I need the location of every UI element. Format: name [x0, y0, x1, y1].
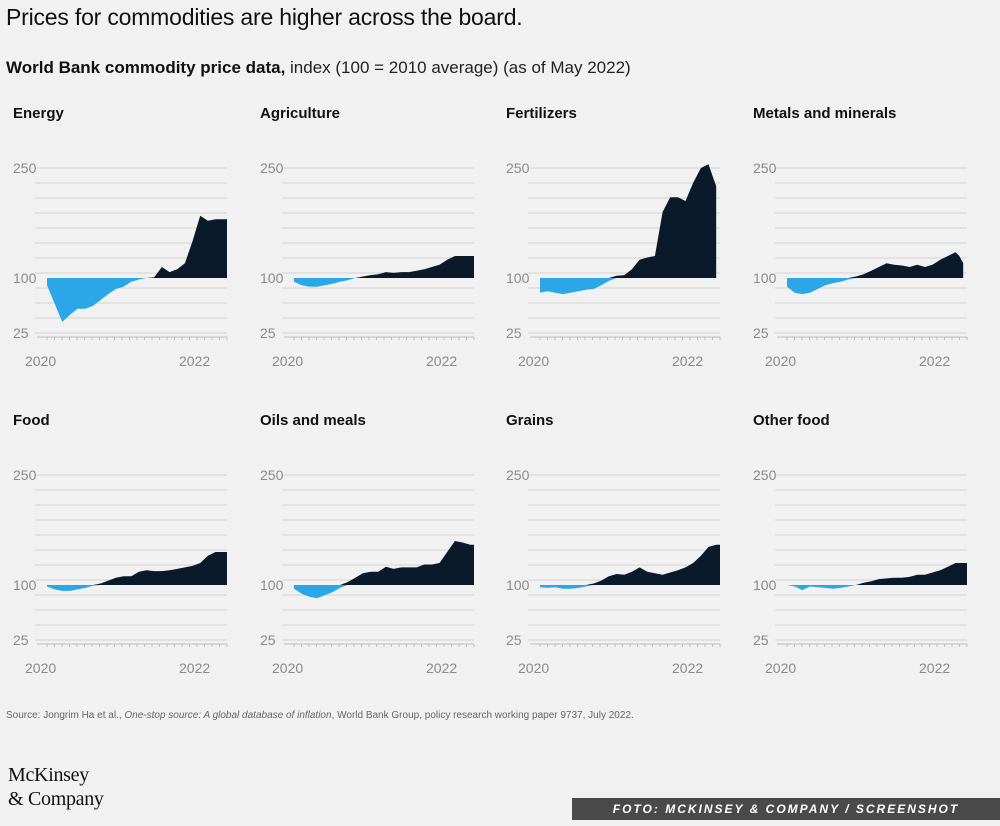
area-below-baseline	[294, 278, 474, 287]
y-tick-label: 100	[753, 577, 777, 593]
panel-title: Oils and meals	[260, 412, 366, 429]
panel-oils-and-meals: Oils and meals 250 100 25 2020 2022	[260, 412, 475, 676]
y-tick-label: 25	[753, 325, 769, 341]
y-tick-label: 250	[753, 467, 777, 483]
y-tick-label: 100	[260, 270, 284, 286]
area-below-baseline	[540, 278, 717, 295]
subtitle-bold: World Bank commodity price data,	[6, 58, 286, 77]
panel-energy: Energy 250 100 25 2020 2022	[13, 105, 228, 369]
area-below-baseline	[787, 278, 964, 295]
area-above-baseline	[294, 541, 474, 585]
area-above-baseline	[47, 552, 227, 585]
x-tick-label: 2020	[25, 353, 56, 369]
x-tick-label: 2022	[179, 660, 210, 676]
x-tick-label: 2022	[672, 660, 703, 676]
photo-credit: FOTO: MCKINSEY & COMPANY / SCREENSHOT	[572, 798, 1000, 820]
panel-title: Metals and minerals	[753, 105, 896, 122]
y-tick-label: 25	[506, 325, 522, 341]
y-tick-label: 100	[13, 270, 37, 286]
chart-title: Prices for commodities are higher across…	[6, 4, 523, 30]
area-above-baseline	[787, 563, 967, 585]
area-below-baseline	[294, 585, 474, 599]
y-tick-label: 100	[13, 577, 37, 593]
area-above-baseline	[540, 164, 717, 278]
x-tick-label: 2020	[765, 660, 796, 676]
y-tick-label: 25	[506, 632, 522, 648]
area-above-baseline	[47, 215, 227, 278]
panel-fertilizers: Fertilizers 250 100 25 2020 2022	[506, 105, 721, 369]
area-below-baseline	[540, 585, 720, 589]
y-tick-label: 100	[260, 577, 284, 593]
x-tick-label: 2022	[426, 660, 457, 676]
area-above-baseline	[540, 544, 720, 585]
x-tick-label: 2022	[672, 353, 703, 369]
x-tick-label: 2022	[919, 660, 950, 676]
logo-line-2: & Company	[8, 788, 104, 810]
panel-metals-and-minerals: Metals and minerals 250 100 25 2020 2022	[753, 105, 968, 369]
x-tick-label: 2022	[179, 353, 210, 369]
subtitle-rest: index (100 = 2010 average) (as of May 20…	[285, 58, 631, 77]
y-tick-label: 250	[13, 160, 37, 176]
x-tick-label: 2020	[25, 660, 56, 676]
panel-title: Other food	[753, 412, 830, 429]
panel-other-food: Other food 250 100 25 2020 2022	[753, 412, 968, 676]
panel-title: Energy	[13, 105, 65, 122]
x-tick-label: 2020	[765, 353, 796, 369]
y-tick-label: 250	[260, 160, 284, 176]
panel-title: Fertilizers	[506, 105, 577, 122]
area-above-baseline	[787, 252, 964, 278]
y-tick-label: 25	[753, 632, 769, 648]
source-title: One-stop source: A global database of in…	[124, 710, 332, 721]
source-note: Source: Jongrim Ha et al., One-stop sour…	[6, 710, 634, 721]
x-tick-label: 2022	[426, 353, 457, 369]
x-tick-label: 2020	[272, 353, 303, 369]
panel-title: Food	[13, 412, 50, 429]
area-below-baseline	[47, 585, 227, 591]
x-tick-label: 2022	[919, 353, 950, 369]
panel-food: Food 250 100 25 2020 2022	[13, 412, 228, 676]
y-tick-label: 250	[506, 467, 530, 483]
source-rest: , World Bank Group, policy research work…	[331, 710, 634, 721]
y-tick-label: 250	[13, 467, 37, 483]
x-tick-label: 2020	[518, 660, 549, 676]
y-tick-label: 25	[260, 325, 276, 341]
y-tick-label: 25	[13, 632, 29, 648]
area-below-baseline	[47, 278, 227, 322]
x-tick-label: 2020	[272, 660, 303, 676]
logo-line-1: McKinsey	[8, 764, 89, 786]
chart-subtitle: World Bank commodity price data, index (…	[6, 58, 631, 78]
y-tick-label: 250	[260, 467, 284, 483]
y-tick-label: 250	[753, 160, 777, 176]
small-multiples-area-charts: Energy 250 100 25 2020 2022 Agriculture 250 100 2…	[13, 105, 968, 676]
panel-grains: Grains 250 100 25 2020 2022	[506, 412, 721, 676]
mckinsey-logo: McKinsey & Company	[8, 763, 104, 811]
y-tick-label: 100	[753, 270, 777, 286]
y-tick-label: 250	[506, 160, 530, 176]
source-prefix: Source: Jongrim Ha et al.,	[6, 710, 125, 721]
y-tick-label: 100	[506, 577, 530, 593]
y-tick-label: 25	[13, 325, 29, 341]
area-below-baseline	[787, 585, 967, 591]
x-tick-label: 2020	[518, 353, 549, 369]
y-tick-label: 25	[260, 632, 276, 648]
panel-title: Agriculture	[260, 105, 340, 122]
y-tick-label: 100	[506, 270, 530, 286]
area-above-baseline	[294, 256, 474, 278]
panel-agriculture: Agriculture 250 100 25 2020 2022	[260, 105, 475, 369]
panel-title: Grains	[506, 412, 554, 429]
